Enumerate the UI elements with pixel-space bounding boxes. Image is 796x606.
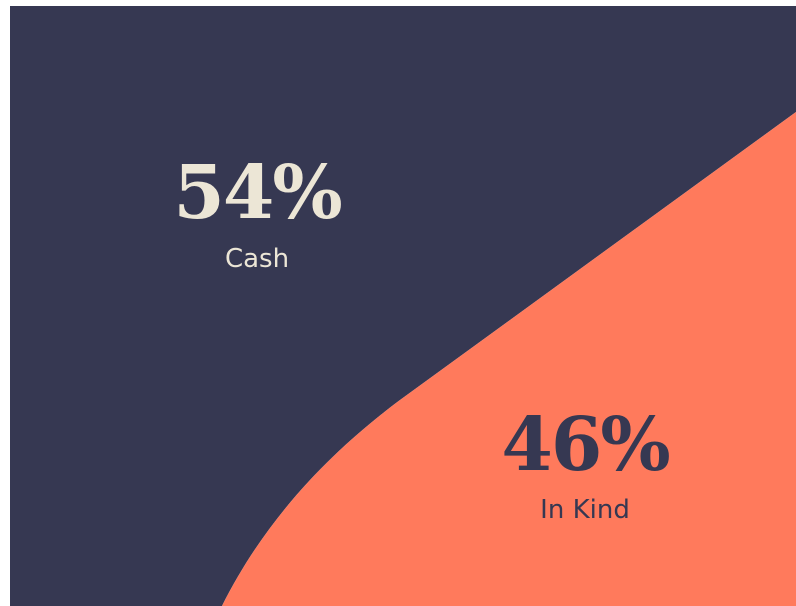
category-label: In Kind (540, 495, 630, 525)
value-label: 46% (501, 402, 669, 488)
value-label: 54% (173, 150, 341, 236)
segment (222, 112, 796, 606)
category-label: Cash (225, 244, 289, 274)
segment (10, 6, 796, 606)
